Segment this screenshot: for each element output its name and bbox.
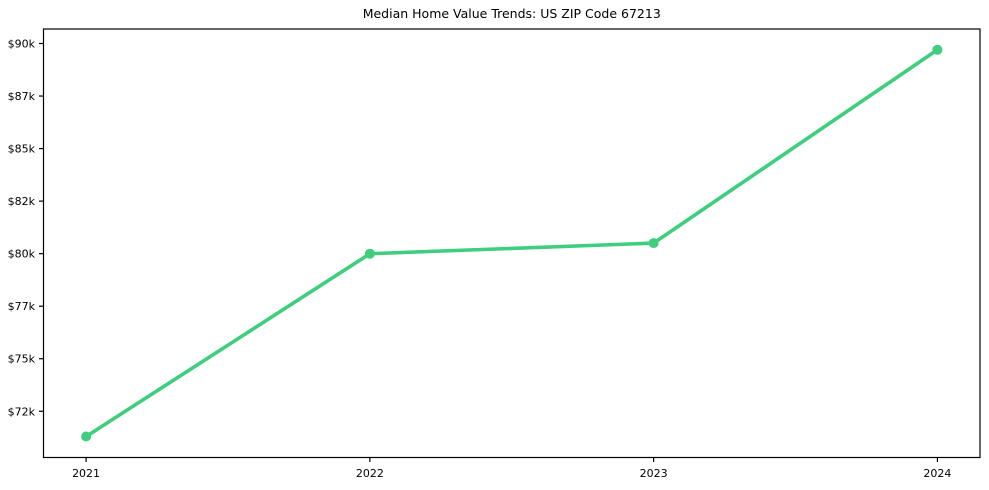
data-point-marker — [81, 431, 92, 442]
x-tick-label: 2022 — [356, 467, 384, 480]
y-tick-label: $77k — [8, 300, 36, 313]
x-tick-label: 2024 — [923, 467, 951, 480]
data-point-marker — [364, 248, 375, 259]
y-axis: $72k $75k $77k $80k $82k $85k $87k $90k — [8, 38, 44, 418]
y-tick-label: $82k — [8, 195, 36, 208]
y-tick-label: $75k — [8, 353, 36, 366]
y-tick-label: $87k — [8, 90, 36, 103]
y-tick-label: $72k — [8, 405, 36, 418]
y-tick-label: $90k — [8, 38, 36, 51]
trend-line — [84, 47, 940, 439]
axes-spines — [42, 28, 981, 459]
x-tick-label: 2021 — [72, 467, 100, 480]
chart-title: Median Home Value Trends: US ZIP Code 67… — [363, 6, 661, 21]
data-point-marker — [932, 44, 943, 55]
data-series — [81, 44, 943, 442]
y-tick-label: $80k — [8, 248, 36, 261]
y-tick-label: $85k — [8, 143, 36, 156]
plot-frame — [42, 28, 981, 459]
x-tick-label: 2023 — [640, 467, 668, 480]
x-axis: 2021 2022 2023 2024 — [72, 457, 951, 480]
data-point-marker — [648, 238, 659, 249]
